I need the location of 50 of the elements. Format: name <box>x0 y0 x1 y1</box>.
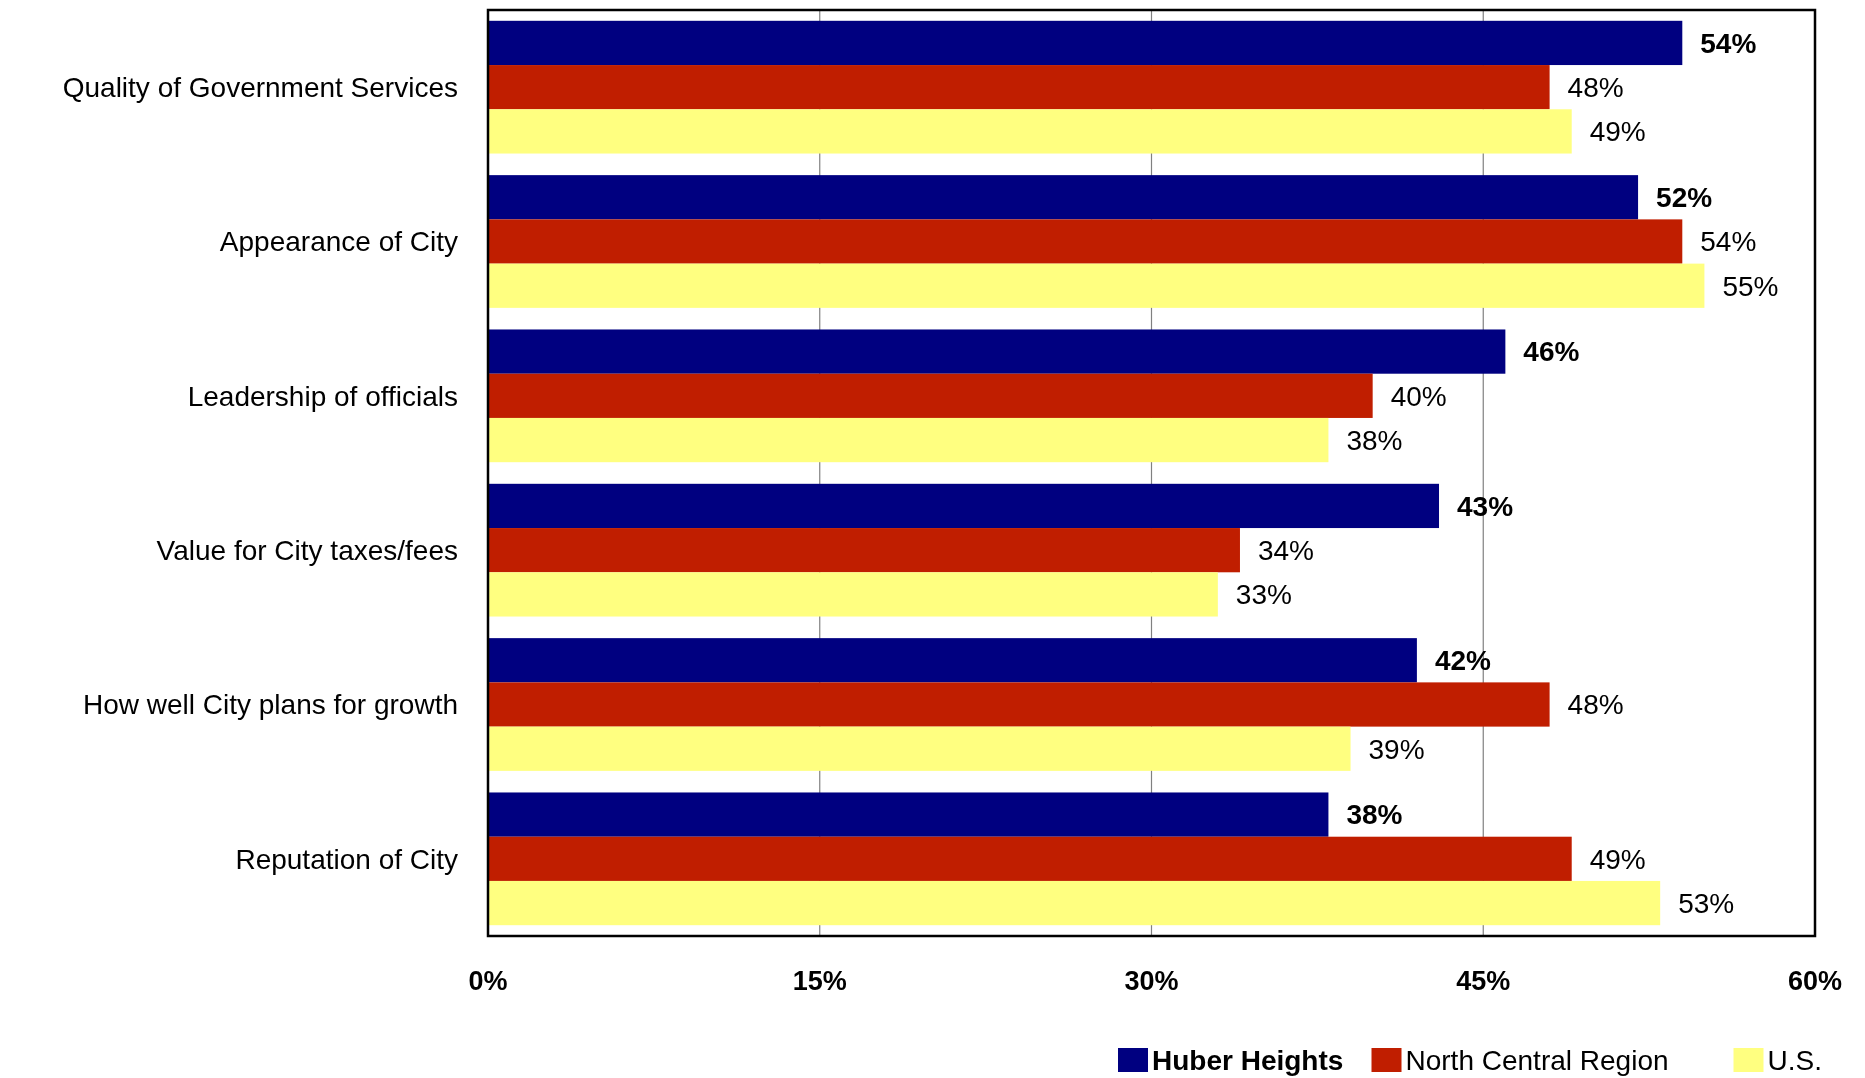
data-label: 54% <box>1700 27 1757 59</box>
y-tick-label: Quality of Government Services <box>62 71 458 103</box>
bar <box>488 726 1351 771</box>
data-label: 40% <box>1390 380 1447 412</box>
data-label: 49% <box>1589 116 1646 148</box>
data-label: 46% <box>1523 336 1580 368</box>
data-label: 39% <box>1368 733 1425 765</box>
x-tick-label: 60% <box>1787 966 1843 996</box>
legend-label: Huber Heights <box>1152 1044 1344 1076</box>
data-label: 48% <box>1567 689 1624 721</box>
bar <box>488 109 1572 154</box>
data-label: 34% <box>1257 534 1315 566</box>
y-tick-label: How well City plans for growth <box>82 689 458 721</box>
data-label: 53% <box>1678 887 1735 919</box>
data-label: 54% <box>1700 226 1757 258</box>
x-tick-label: 15% <box>792 966 847 996</box>
bar <box>488 417 1329 463</box>
data-label: 43% <box>1457 490 1514 522</box>
y-tick-label: Value for City taxes/fees <box>156 534 458 566</box>
bar <box>488 219 1683 264</box>
bar <box>488 528 1240 573</box>
bar <box>488 572 1218 617</box>
y-tick-label: Appearance of City <box>219 226 458 258</box>
x-tick-label: 30% <box>1124 966 1179 996</box>
bar <box>488 682 1550 727</box>
bar <box>488 483 1440 529</box>
legend-label: U.S. <box>1767 1044 1822 1076</box>
data-label: 38% <box>1346 799 1403 831</box>
bar <box>488 792 1329 837</box>
data-label: 55% <box>1722 270 1779 302</box>
legend-label: North Central Region <box>1405 1044 1669 1076</box>
data-label: 33% <box>1235 579 1292 611</box>
bar <box>488 836 1572 881</box>
data-label: 48% <box>1567 71 1624 103</box>
x-tick-label: 45% <box>1456 966 1511 996</box>
bar <box>488 65 1550 110</box>
bar <box>488 20 1683 66</box>
bar <box>488 263 1705 308</box>
x-tick-label: 0% <box>468 966 508 996</box>
data-label: 52% <box>1656 182 1713 214</box>
y-tick-label: Leadership of officials <box>187 380 458 412</box>
bar <box>488 373 1373 418</box>
y-tick-label: Reputation of City <box>235 843 458 875</box>
bar <box>488 175 1639 220</box>
data-label: 49% <box>1589 843 1646 875</box>
data-label: 38% <box>1346 424 1403 456</box>
bar <box>488 329 1506 374</box>
bar <box>488 880 1661 926</box>
bar <box>488 638 1417 683</box>
data-label: 42% <box>1434 645 1492 677</box>
